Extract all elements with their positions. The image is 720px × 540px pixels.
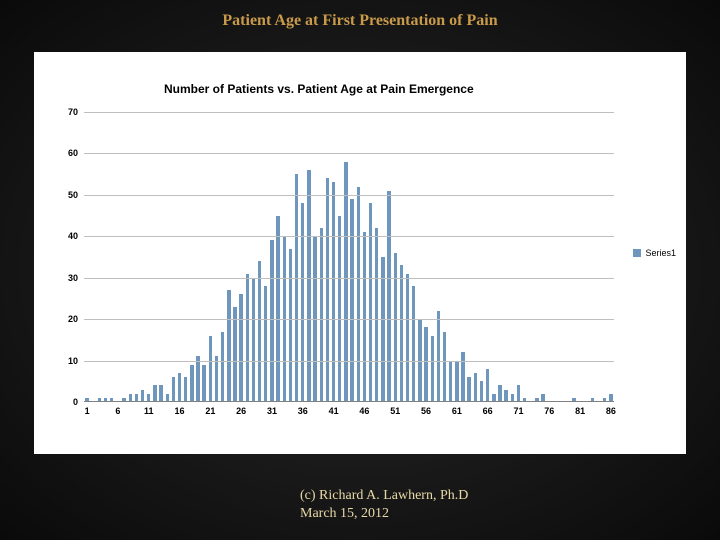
x-tick-label: 36: [298, 406, 308, 416]
bar: [239, 294, 242, 402]
chart-panel: Number of Patients vs. Patient Age at Pa…: [34, 52, 686, 454]
bar: [363, 232, 366, 402]
x-axis-line: [84, 401, 614, 402]
gridline: [84, 195, 614, 196]
legend-label: Series1: [645, 248, 676, 258]
x-tick-label: 31: [267, 406, 277, 416]
bar: [357, 187, 360, 402]
x-tick-label: 51: [390, 406, 400, 416]
legend: Series1: [633, 248, 676, 258]
gridline: [84, 278, 614, 279]
bar: [233, 307, 236, 402]
bar: [190, 365, 193, 402]
bar: [449, 361, 452, 402]
y-tick-label: 70: [68, 107, 78, 117]
x-tick-label: 11: [144, 406, 154, 416]
x-tick-label: 86: [606, 406, 616, 416]
slide: Patient Age at First Presentation of Pai…: [0, 0, 720, 540]
gridline: [84, 236, 614, 237]
bar: [412, 286, 415, 402]
bar: [455, 361, 458, 402]
bar: [350, 199, 353, 402]
gridline: [84, 361, 614, 362]
bar: [443, 332, 446, 402]
bar: [295, 174, 298, 402]
bar: [467, 377, 470, 402]
y-tick-label: 50: [68, 190, 78, 200]
bar: [344, 162, 347, 402]
bar: [375, 228, 378, 402]
gridline: [84, 319, 614, 320]
bar: [400, 265, 403, 402]
bar: [486, 369, 489, 402]
bar: [394, 253, 397, 402]
x-tick-label: 66: [483, 406, 493, 416]
x-tick-label: 61: [452, 406, 462, 416]
bars-container: [84, 112, 614, 402]
bar: [474, 373, 477, 402]
gridline: [84, 112, 614, 113]
bar: [387, 191, 390, 402]
y-tick-label: 60: [68, 148, 78, 158]
gridline: [84, 153, 614, 154]
plot-area: 0102030405060701611162126313641465156616…: [84, 112, 614, 402]
attribution-line2: March 15, 2012: [300, 505, 468, 523]
x-tick-label: 26: [236, 406, 246, 416]
x-tick-label: 76: [544, 406, 554, 416]
bar: [276, 216, 279, 402]
y-tick-label: 10: [68, 356, 78, 366]
x-tick-label: 56: [421, 406, 431, 416]
bar: [326, 178, 329, 402]
bar: [431, 336, 434, 402]
bar: [437, 311, 440, 402]
y-tick-label: 30: [68, 273, 78, 283]
y-tick-label: 0: [73, 397, 78, 407]
bar: [215, 356, 218, 402]
bar: [332, 182, 335, 402]
x-tick-label: 41: [329, 406, 339, 416]
bar: [480, 381, 483, 402]
bar: [498, 385, 501, 402]
x-tick-label: 16: [175, 406, 185, 416]
bar: [252, 278, 255, 402]
x-tick-label: 46: [359, 406, 369, 416]
bar: [338, 216, 341, 402]
bar: [246, 274, 249, 402]
x-tick-label: 21: [205, 406, 215, 416]
x-tick-label: 71: [513, 406, 523, 416]
x-tick-label: 6: [115, 406, 120, 416]
x-tick-label: 81: [575, 406, 585, 416]
bar: [381, 257, 384, 402]
bar: [289, 249, 292, 402]
bar: [178, 373, 181, 402]
bar: [196, 356, 199, 402]
bar: [159, 385, 162, 402]
slide-title: Patient Age at First Presentation of Pai…: [0, 12, 720, 30]
x-tick-label: 1: [85, 406, 90, 416]
bar: [227, 290, 230, 402]
bar: [264, 286, 267, 402]
bar: [517, 385, 520, 402]
bar: [209, 336, 212, 402]
bar: [301, 203, 304, 402]
bar: [172, 377, 175, 402]
bar: [184, 377, 187, 402]
bar: [270, 240, 273, 402]
bar: [320, 228, 323, 402]
chart-title: Number of Patients vs. Patient Age at Pa…: [164, 82, 474, 96]
bar: [307, 170, 310, 402]
bar: [424, 327, 427, 402]
legend-swatch: [633, 249, 641, 257]
bar: [258, 261, 261, 402]
bar: [202, 365, 205, 402]
y-tick-label: 40: [68, 231, 78, 241]
attribution: (c) Richard A. Lawhern, Ph.D March 15, 2…: [300, 487, 468, 522]
bar: [369, 203, 372, 402]
y-tick-label: 20: [68, 314, 78, 324]
attribution-line1: (c) Richard A. Lawhern, Ph.D: [300, 487, 468, 505]
slide-title-text: Patient Age at First Presentation of Pai…: [222, 12, 497, 29]
bar: [153, 385, 156, 402]
bar: [406, 274, 409, 402]
bar: [221, 332, 224, 402]
